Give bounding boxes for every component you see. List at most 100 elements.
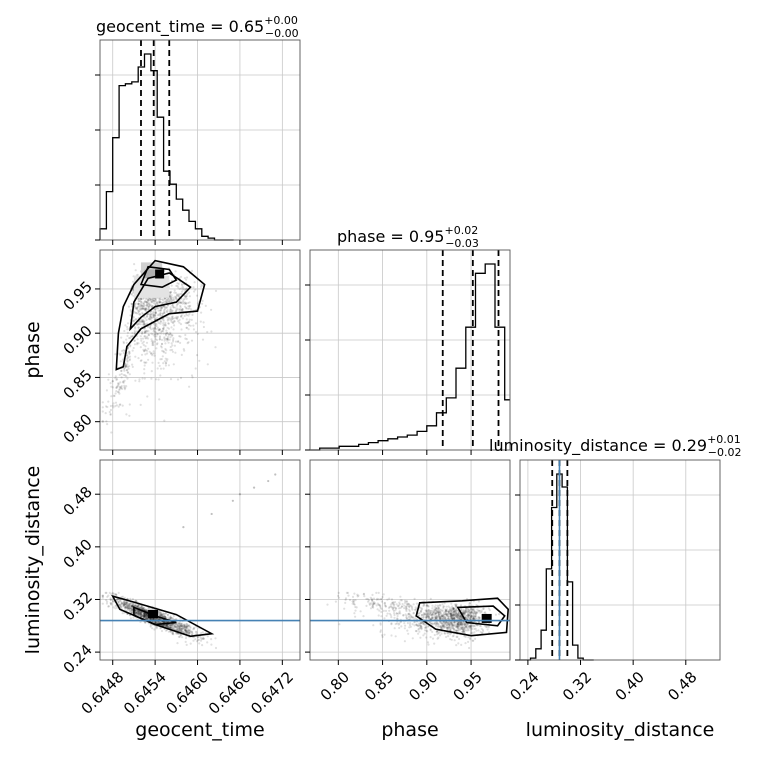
sample-point [196, 636, 199, 639]
sample-point [179, 306, 182, 309]
sample-point [465, 610, 468, 613]
sample-point [195, 640, 199, 643]
sample-point [464, 642, 467, 645]
sample-point [450, 602, 453, 605]
sample-point [140, 612, 143, 615]
sample-point [179, 309, 183, 312]
sample-point [406, 622, 409, 625]
sample-point [151, 304, 154, 307]
sample-point [484, 611, 487, 614]
sample-point [159, 301, 162, 304]
sample-point [437, 614, 440, 617]
sample-point [157, 612, 161, 616]
sample-point [169, 333, 172, 336]
sample-point [474, 610, 477, 614]
sample-point [142, 606, 145, 609]
sample-point [449, 621, 452, 624]
sample-point [157, 620, 160, 624]
sample-point [146, 616, 149, 619]
sample-point [150, 300, 153, 303]
sample-point [154, 335, 157, 338]
sample-point [453, 617, 456, 621]
sample-point [179, 624, 183, 628]
sample-point [444, 617, 447, 620]
sample-point [379, 622, 382, 625]
sample-point [181, 625, 184, 628]
sample-point [380, 615, 383, 618]
sample-point [422, 622, 425, 625]
sample-point [156, 332, 159, 335]
sample-point [438, 608, 441, 612]
sample-point [422, 613, 425, 617]
sample-point [149, 313, 152, 316]
x-tick-label: 0.6460 [162, 668, 212, 718]
sample-point [111, 380, 114, 383]
sample-point [144, 329, 147, 332]
sample-point [128, 607, 131, 610]
sample-point [125, 365, 128, 368]
sample-point [159, 306, 162, 309]
sample-point [388, 597, 391, 600]
sample-point [161, 613, 164, 616]
sample-point [177, 635, 180, 639]
sample-point [445, 623, 449, 626]
sample-point [139, 298, 142, 301]
sample-point [449, 626, 452, 629]
sample-point [163, 620, 167, 624]
sample-point [155, 301, 158, 305]
sample-point [389, 603, 392, 606]
sample-point [140, 305, 143, 308]
sample-point [472, 617, 475, 620]
sample-point [173, 291, 176, 294]
sample-point [210, 512, 213, 516]
sample-point [440, 615, 443, 618]
sample-point [144, 621, 147, 624]
sample-point [161, 349, 164, 352]
sample-point [123, 603, 126, 606]
sample-point [141, 342, 144, 345]
y-tick-label: 0.24 [60, 641, 96, 677]
sample-point [393, 613, 396, 617]
marker-lines-layer [100, 40, 569, 660]
sample-point [463, 613, 466, 616]
sample-point [206, 635, 209, 638]
sample-point [435, 612, 438, 615]
sample-point [171, 624, 174, 627]
sample-point [180, 628, 183, 631]
sample-point [176, 284, 179, 288]
sample-point [455, 629, 458, 633]
sample-point [393, 627, 396, 630]
sample-point [158, 328, 161, 331]
title-luminosity-distance: luminosity_distance = 0.29+0.01 −0.02 [489, 433, 742, 459]
sample-point [443, 613, 446, 616]
sample-point [446, 614, 449, 617]
sample-point [126, 604, 129, 607]
sample-point [420, 614, 424, 617]
sample-point [460, 627, 463, 631]
sample-point [437, 625, 440, 628]
sample-point [168, 338, 171, 341]
sample-point [128, 607, 131, 610]
sample-point [142, 320, 145, 323]
sample-point [115, 390, 118, 393]
sample-point [132, 320, 136, 323]
sample-point [169, 317, 172, 320]
sample-point [447, 617, 450, 620]
sample-point [149, 617, 152, 621]
sample-point [178, 287, 181, 291]
sample-point [162, 332, 165, 335]
sample-point [454, 612, 457, 615]
sample-point [193, 281, 196, 284]
sample-point [145, 341, 149, 344]
sample-point [188, 295, 191, 298]
sample-point [146, 337, 150, 340]
sample-point [182, 630, 185, 634]
sample-point [450, 621, 453, 624]
sample-point [135, 605, 138, 608]
sample-point [156, 326, 159, 329]
sample-point [181, 636, 184, 639]
sample-point [175, 284, 178, 287]
sample-point [434, 617, 437, 620]
sample-point [180, 309, 183, 312]
sample-point [128, 602, 131, 606]
